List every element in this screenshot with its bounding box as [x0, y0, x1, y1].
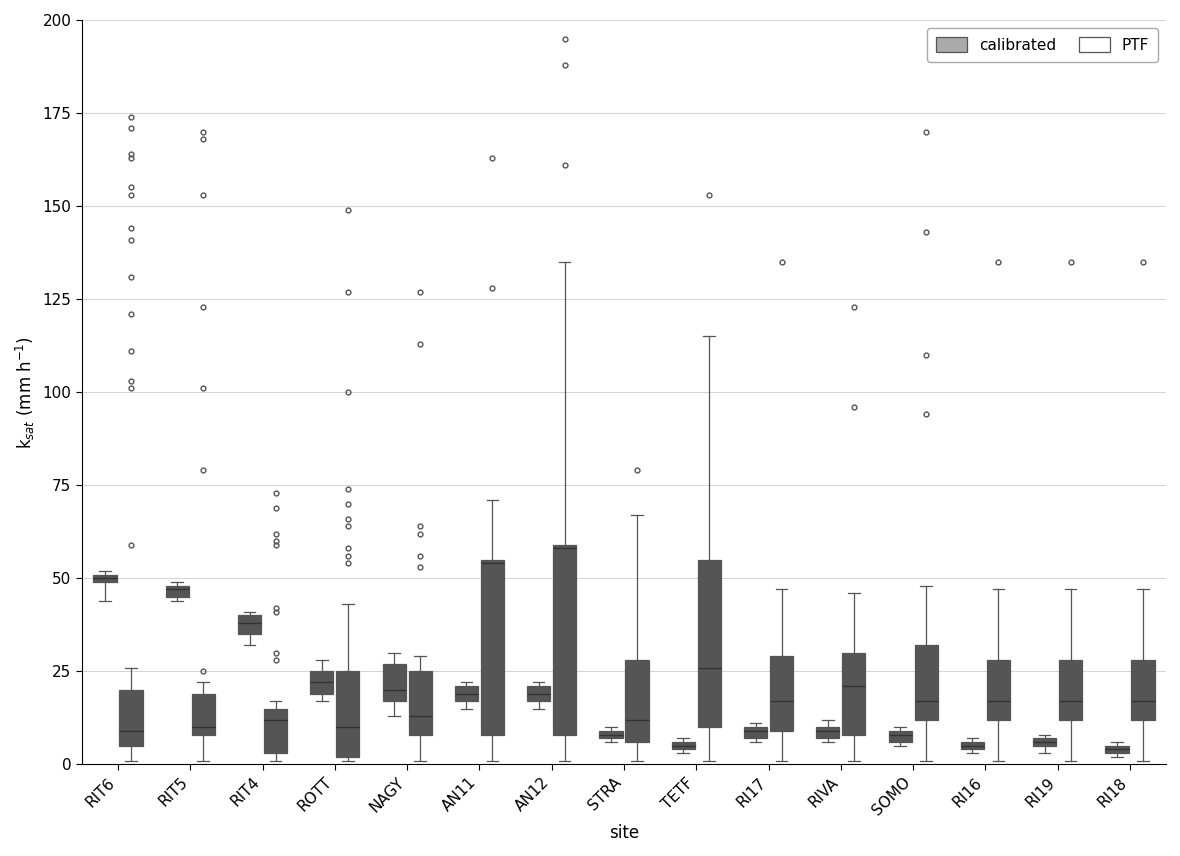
- PathPatch shape: [625, 660, 649, 742]
- Legend: calibrated, PTF: calibrated, PTF: [927, 27, 1159, 62]
- PathPatch shape: [914, 645, 938, 720]
- PathPatch shape: [843, 653, 865, 734]
- PathPatch shape: [1132, 660, 1154, 720]
- PathPatch shape: [310, 671, 334, 693]
- PathPatch shape: [408, 671, 432, 734]
- PathPatch shape: [817, 727, 839, 739]
- PathPatch shape: [961, 742, 984, 750]
- X-axis label: site: site: [609, 824, 640, 842]
- PathPatch shape: [671, 742, 695, 750]
- Y-axis label: k$_{sat}$ (mm h$^{-1}$): k$_{sat}$ (mm h$^{-1}$): [14, 336, 37, 449]
- PathPatch shape: [264, 709, 287, 753]
- PathPatch shape: [336, 671, 360, 757]
- PathPatch shape: [599, 731, 623, 739]
- PathPatch shape: [454, 687, 478, 701]
- PathPatch shape: [889, 731, 912, 742]
- PathPatch shape: [119, 690, 143, 746]
- PathPatch shape: [93, 574, 117, 582]
- PathPatch shape: [1034, 739, 1056, 746]
- PathPatch shape: [382, 664, 406, 701]
- PathPatch shape: [527, 687, 550, 701]
- PathPatch shape: [191, 693, 215, 734]
- PathPatch shape: [553, 544, 576, 734]
- PathPatch shape: [1060, 660, 1082, 720]
- PathPatch shape: [238, 615, 261, 634]
- PathPatch shape: [771, 657, 793, 731]
- PathPatch shape: [743, 727, 767, 739]
- PathPatch shape: [165, 586, 189, 597]
- PathPatch shape: [697, 560, 721, 727]
- PathPatch shape: [480, 560, 504, 734]
- PathPatch shape: [986, 660, 1010, 720]
- PathPatch shape: [1106, 746, 1128, 753]
